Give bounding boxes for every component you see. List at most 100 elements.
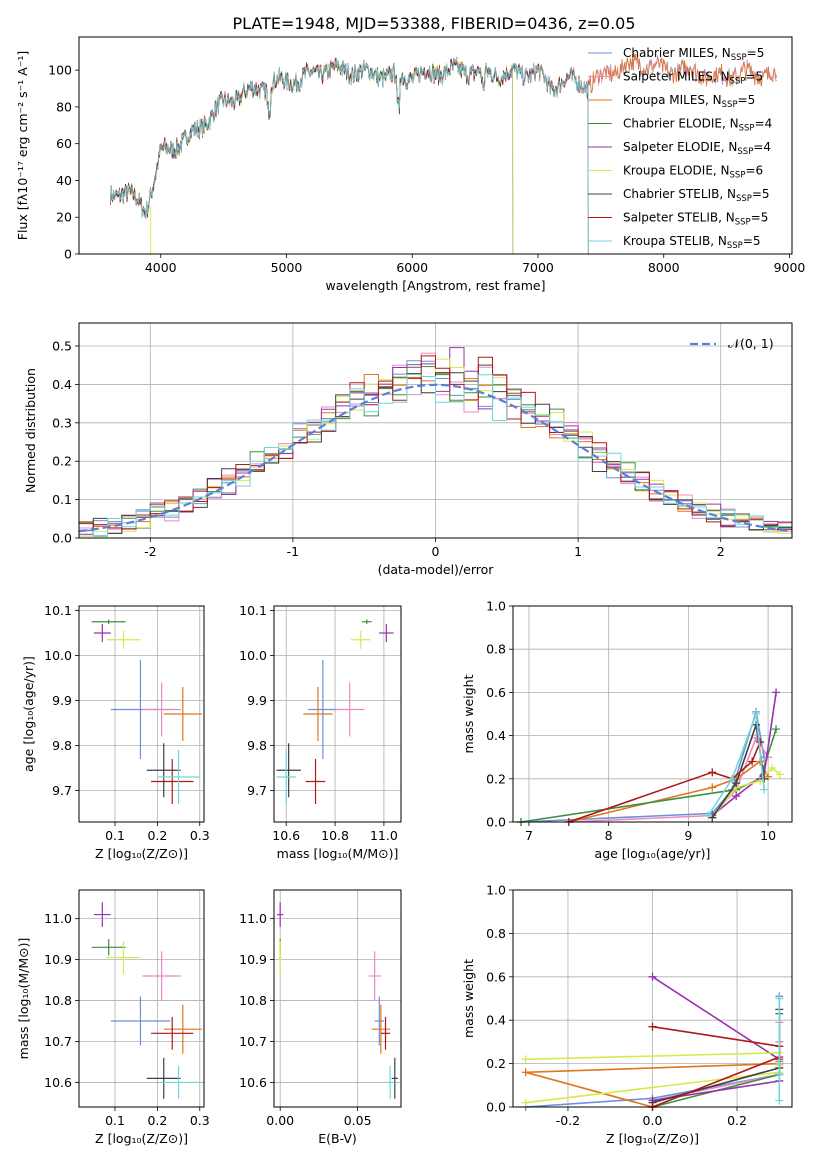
y-tick-label: 10.0 [44, 648, 72, 663]
y-axis-label: mass weight [461, 674, 476, 753]
mass-weight-marker [521, 1055, 530, 1064]
legend-label: Kroupa ELODIE, NSSP=6 [623, 164, 763, 181]
x-tick-label: 0.2 [147, 1113, 167, 1128]
y-tick-label: 1.0 [486, 883, 506, 898]
spectrum-line [110, 57, 514, 255]
mass-weight-line [707, 713, 765, 816]
y-tick-label: 0.6 [486, 685, 506, 700]
legend-label: Kroupa STELIB, NSSP=5 [623, 234, 761, 251]
y-tick-label: 10.1 [44, 603, 72, 618]
x-tick-label: 0.1 [105, 828, 125, 843]
x-tick-label: 8 [605, 828, 613, 843]
y-tick-label: 10.6 [44, 1075, 72, 1090]
y-tick-label: 0.0 [486, 1100, 506, 1115]
mass-weight-marker [708, 783, 717, 792]
y-tick-label: 0 [64, 247, 72, 262]
y-tick-label: 9.9 [52, 693, 72, 708]
x-tick-label: 8000 [648, 260, 680, 275]
y-tick-label: 9.8 [247, 738, 267, 753]
axes-frame [512, 605, 793, 823]
x-tick-label: 11.0 [370, 828, 398, 843]
y-tick-label: 0.2 [486, 1056, 506, 1071]
mass-weight-vs-metallicity-panel: -0.2 0.0 0.2 0.0 0.2 0.4 0.6 0.8 1.0 Z [log₁₀(Z/Z… [461, 883, 793, 1146]
y-axis-label: mass [log₁₀(M/M⊙)] [16, 938, 31, 1060]
mass-weight-marker [768, 764, 777, 772]
mass-weight-marker [521, 1068, 530, 1077]
mass-weight-marker [704, 811, 713, 820]
mass-weight-line [652, 1013, 781, 1108]
mass-weight-line [568, 736, 769, 823]
y-tick-label: 10.0 [239, 648, 267, 663]
mass-weight-marker [760, 785, 769, 794]
y-tick-label: 0.2 [486, 771, 506, 786]
mass-vs-ebv-panel: 0.00 0.05 10.6 10.7 10.8 10.9 11.0 E(B-V) [239, 889, 402, 1146]
mass-weight-marker [732, 792, 741, 801]
legend-label: Salpeter STELIB, NSSP=5 [623, 211, 768, 228]
x-tick-label: 2 [717, 544, 725, 559]
mass-weight-marker [760, 774, 769, 783]
y-tick-label: 10.7 [239, 1034, 267, 1049]
y-tick-label: 9.7 [247, 783, 267, 798]
y-tick-label: 0.6 [486, 969, 506, 984]
figure-title: PLATE=1948, MJD=53388, FIBERID=0436, z=0… [232, 14, 635, 33]
mass-weight-line [520, 728, 777, 823]
y-tick-label: 10.9 [44, 952, 72, 967]
y-axis-label: age [log₁₀(age/yr)] [21, 656, 36, 772]
x-axis-label: Z [log₁₀(Z/Z⊙)] [606, 1131, 699, 1146]
x-axis-label: age [log₁₀(age/yr)] [595, 846, 711, 861]
y-tick-label: 0.2 [52, 454, 72, 469]
x-tick-label: -1 [287, 544, 299, 559]
legend-label: Chabrier STELIB, NSSP=5 [623, 187, 770, 204]
y-tick-label: 60 [56, 136, 72, 151]
x-tick-label: 10.6 [272, 828, 300, 843]
spectrum-line [110, 58, 589, 255]
y-tick-label: 9.8 [52, 738, 72, 753]
x-tick-label: 10 [760, 828, 776, 843]
x-tick-label: 9 [684, 828, 692, 843]
y-axis-label: Flux [fλ10⁻¹⁷ erg cm⁻² s⁻¹ A⁻¹] [15, 51, 30, 240]
spectrum-panel: 4000 5000 6000 7000 8000 9000 0 20 40 60 80 100 wave… [15, 36, 806, 293]
y-tick-label: 0.5 [52, 339, 72, 354]
x-tick-label: -0.2 [556, 1113, 580, 1128]
x-axis-label: (data-model)/error [378, 562, 495, 577]
mass-weight-marker [775, 1059, 784, 1068]
x-tick-label: 0.00 [266, 1113, 294, 1128]
y-tick-label: 10.6 [239, 1075, 267, 1090]
y-tick-label: 0.8 [486, 642, 506, 657]
y-tick-label: 0.3 [52, 415, 72, 430]
y-tick-label: 20 [56, 210, 72, 225]
mass-weight-marker [648, 1022, 657, 1031]
axes-frame [512, 889, 793, 1108]
y-axis-label: mass weight [461, 959, 476, 1038]
x-tick-label: 9000 [774, 260, 806, 275]
x-tick-label: -2 [144, 544, 156, 559]
mass-weight-marker [772, 688, 781, 697]
y-tick-label: 10.1 [239, 603, 267, 618]
mass-weight-line [711, 692, 777, 817]
y-tick-label: 10.9 [239, 952, 267, 967]
x-tick-label: 10.8 [321, 828, 349, 843]
y-tick-label: 40 [56, 173, 72, 188]
x-tick-label: 4000 [145, 260, 177, 275]
mass-weight-marker [752, 720, 761, 729]
x-tick-label: 5000 [271, 260, 303, 275]
mass-weight-marker [648, 972, 657, 981]
y-tick-label: 0.0 [52, 531, 72, 546]
mass-vs-metallicity-panel: 0.1 0.2 0.3 10.6 10.7 10.8 10.9 11.0 Z [log₁₀(Z/… [16, 889, 210, 1146]
y-tick-label: 0.4 [486, 1013, 506, 1028]
x-tick-label: 6000 [396, 260, 428, 275]
x-tick-label: 0.3 [190, 1113, 210, 1128]
spectrum-line [110, 56, 514, 255]
x-tick-label: 7000 [522, 260, 554, 275]
spectrum-line [110, 57, 514, 255]
x-tick-label: 0.2 [147, 828, 167, 843]
x-axis-label: E(B-V) [318, 1131, 357, 1146]
spectrum-line [110, 57, 589, 255]
mass-weight-marker [748, 757, 757, 766]
mass-weight-marker [772, 725, 781, 734]
x-tick-label: 0.05 [344, 1113, 372, 1128]
age-vs-mass-panel: 10.6 10.8 11.0 9.7 9.8 9.9 10.0 10.1 mass [log₁₀… [239, 603, 402, 861]
x-axis-label: Z [log₁₀(Z/Z⊙)] [95, 1131, 188, 1146]
y-axis-label: Normed distribution [23, 368, 38, 493]
mass-weight-marker [775, 994, 784, 1003]
